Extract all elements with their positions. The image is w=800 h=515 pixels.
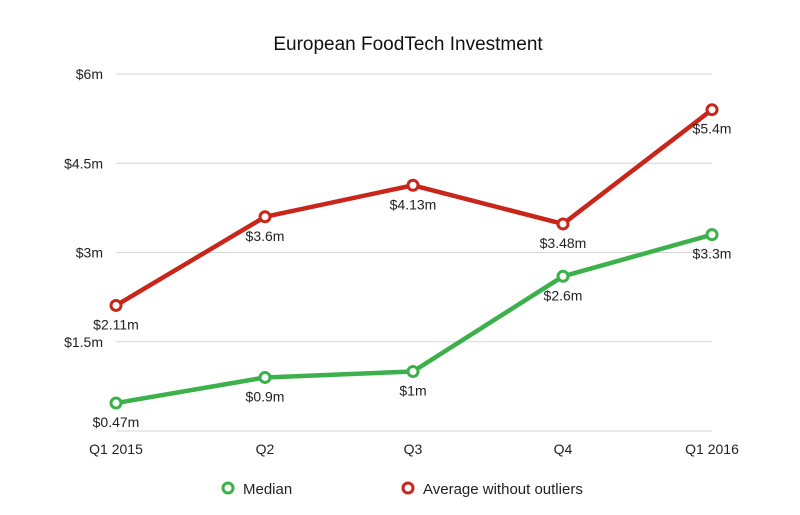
data-label-average: $5.4m [693, 121, 732, 137]
data-label-median: $2.6m [544, 287, 583, 303]
legend-marker-median [221, 481, 235, 495]
chart-title: European FoodTech Investment [273, 34, 543, 55]
x-tick-label: Q4 [554, 441, 573, 457]
y-tick-label: $4.5m [64, 155, 103, 171]
data-label-average: $4.13m [390, 196, 437, 212]
legend-label-average: Average without outliers [423, 481, 583, 498]
x-tick-label: Q3 [404, 441, 423, 457]
data-point-average[interactable] [109, 298, 123, 312]
data-label-average: $3.6m [246, 228, 285, 244]
data-label-median: $3.3m [693, 246, 732, 262]
series-average [109, 103, 719, 312]
data-point-median[interactable] [705, 228, 719, 242]
data-label-median: $0.9m [246, 388, 285, 404]
data-point-median[interactable] [406, 365, 420, 378]
y-tick-label: $3m [76, 245, 103, 261]
data-point-median[interactable] [258, 370, 272, 384]
legend-marker-average [401, 481, 415, 495]
x-tick-label: Q2 [256, 441, 275, 457]
y-tick-label: $1.5m [64, 334, 103, 350]
legend-label-median: Median [243, 481, 292, 498]
data-point-average[interactable] [406, 178, 420, 192]
y-axis-ticks: $6m $4.5m $3m $1.5m [64, 66, 103, 350]
data-labels: $0.47m $0.9m $1m $2.6m $3.3m $2.11m $3.6m $4.13… [93, 121, 732, 430]
gridlines [116, 73, 712, 432]
series-lines [109, 103, 719, 410]
legend-item-median[interactable]: Median [221, 481, 292, 498]
x-axis-ticks: Q1 2015 Q2 Q3 Q4 Q1 2016 [89, 441, 739, 457]
legend-item-average[interactable]: Average without outliers [401, 481, 583, 498]
data-label-median: $0.47m [93, 414, 140, 430]
x-tick-label: Q1 2016 [685, 441, 739, 457]
y-tick-label: $6m [76, 66, 103, 82]
x-tick-label: Q1 2015 [89, 441, 143, 457]
data-point-median[interactable] [109, 396, 123, 410]
series-median [109, 228, 719, 410]
data-label-median: $1m [399, 383, 426, 399]
legend: Median Average without outliers [221, 481, 583, 498]
data-point-average[interactable] [705, 103, 719, 117]
data-label-average: $2.11m [93, 316, 139, 332]
data-point-average[interactable] [258, 210, 272, 224]
data-point-average[interactable] [556, 217, 570, 231]
data-label-average: $3.48m [540, 235, 587, 251]
data-point-median[interactable] [556, 269, 570, 283]
